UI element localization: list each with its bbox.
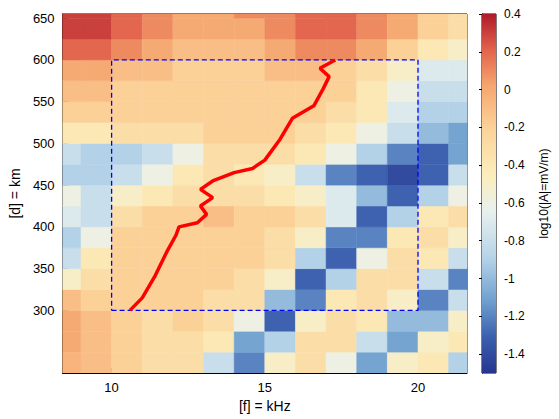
svg-text:-1.4: -1.4 [504, 347, 525, 361]
svg-text:15: 15 [258, 380, 272, 395]
svg-text:350: 350 [33, 261, 55, 276]
svg-text:-0.4: -0.4 [504, 158, 525, 172]
svg-text:400: 400 [33, 219, 55, 234]
svg-text:20: 20 [411, 380, 425, 395]
svg-text:-1.2: -1.2 [504, 309, 525, 323]
svg-text:600: 600 [33, 52, 55, 67]
svg-text:-0.2: -0.2 [504, 120, 525, 134]
svg-text:[f] = kHz: [f] = kHz [239, 398, 291, 414]
svg-text:300: 300 [33, 303, 55, 318]
svg-text:0.2: 0.2 [504, 45, 521, 59]
svg-text:-0.8: -0.8 [504, 234, 525, 248]
svg-text:[d] = km: [d] = km [7, 168, 23, 218]
svg-text:650: 650 [33, 11, 55, 26]
svg-text:0: 0 [504, 83, 511, 97]
svg-text:550: 550 [33, 94, 55, 109]
svg-text:450: 450 [33, 178, 55, 193]
svg-text:0.4: 0.4 [504, 7, 521, 21]
svg-text:500: 500 [33, 136, 55, 151]
svg-text:-0.6: -0.6 [504, 196, 525, 210]
svg-text:10: 10 [104, 380, 118, 395]
svg-text:-1: -1 [504, 272, 515, 286]
svg-text:log10(|A|=mV/m): log10(|A|=mV/m) [537, 149, 551, 239]
